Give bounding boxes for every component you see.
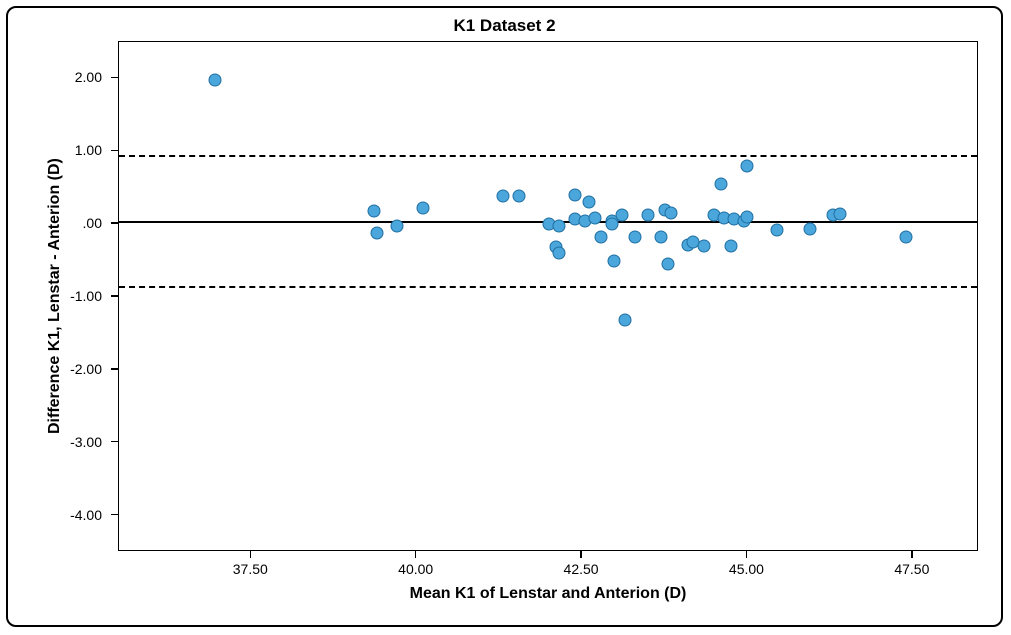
y-tick-label: -2.00 [70, 361, 102, 377]
y-tick [111, 150, 118, 152]
y-tick-label: 1.00 [75, 142, 102, 158]
data-point [569, 189, 582, 202]
data-point [642, 209, 655, 222]
data-point [665, 207, 678, 220]
y-tick [111, 514, 118, 516]
data-point [390, 219, 403, 232]
data-point [513, 190, 526, 203]
y-axis-label: Difference K1, Lenstar - Anterion (D) [46, 158, 64, 434]
data-point [417, 202, 430, 215]
x-tick [250, 551, 252, 558]
limit-line [119, 155, 977, 157]
data-point [589, 212, 602, 225]
plot-area [118, 41, 978, 551]
limit-line [119, 286, 977, 288]
y-tick [111, 222, 118, 224]
data-point [552, 247, 565, 260]
y-tick-label: 2.00 [75, 69, 102, 85]
y-tick [111, 368, 118, 370]
chart-frame: K1 Dataset 2 Difference K1, Lenstar - An… [6, 6, 1003, 627]
data-point [371, 226, 384, 239]
data-point [724, 240, 737, 253]
data-point [662, 258, 675, 271]
data-point [208, 73, 221, 86]
data-point [552, 219, 565, 232]
data-point [698, 240, 711, 253]
data-point [367, 205, 380, 218]
data-point [804, 222, 817, 235]
data-point [834, 207, 847, 220]
data-point [582, 196, 595, 209]
x-tick-label: 40.00 [398, 561, 433, 577]
x-tick-label: 47.50 [894, 561, 929, 577]
data-point [496, 190, 509, 203]
x-tick-label: 37.50 [233, 561, 268, 577]
chart-title: K1 Dataset 2 [8, 16, 1001, 36]
y-tick-label: -3.00 [70, 434, 102, 450]
x-tick [415, 551, 417, 558]
y-tick [111, 295, 118, 297]
x-tick [746, 551, 748, 558]
data-point [594, 231, 607, 244]
y-tick-label: .00 [83, 215, 102, 231]
data-point [655, 231, 668, 244]
data-point [900, 231, 913, 244]
data-point [741, 210, 754, 223]
data-point [615, 209, 628, 222]
x-tick-label: 45.00 [729, 561, 764, 577]
y-tick [111, 441, 118, 443]
data-point [715, 178, 728, 191]
x-axis-label: Mean K1 of Lenstar and Anterion (D) [118, 585, 978, 603]
x-tick [580, 551, 582, 558]
data-point [629, 231, 642, 244]
data-point [771, 223, 784, 236]
data-point [607, 254, 620, 267]
data-point [619, 314, 632, 327]
data-point [741, 159, 754, 172]
x-tick [911, 551, 913, 558]
x-tick-label: 42.50 [564, 561, 599, 577]
y-tick [111, 77, 118, 79]
y-tick-label: -1.00 [70, 288, 102, 304]
y-tick-label: -4.00 [70, 507, 102, 523]
